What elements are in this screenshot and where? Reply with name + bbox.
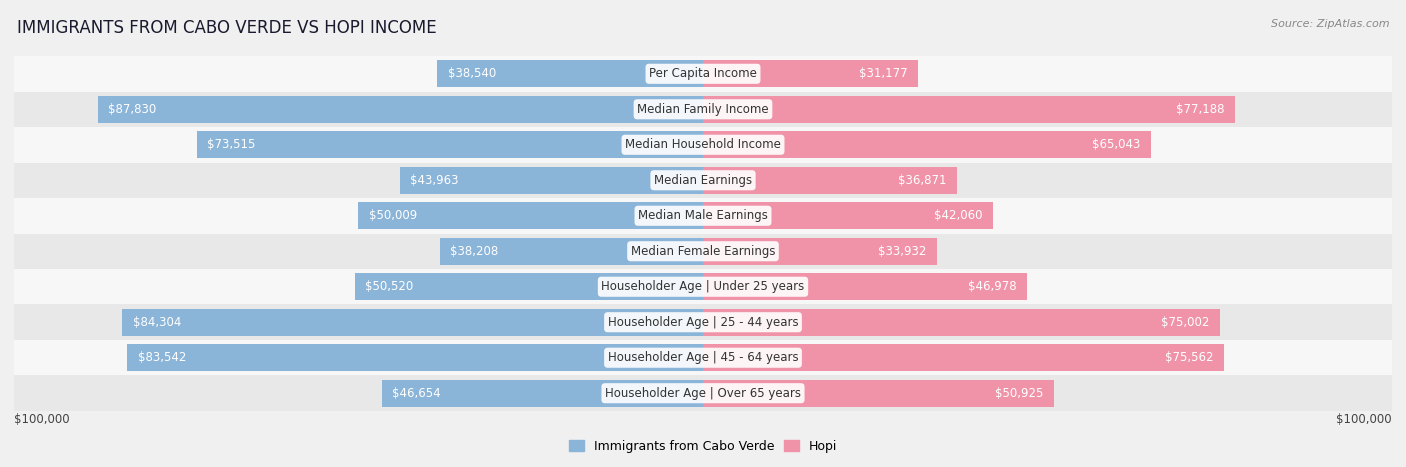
Text: $46,654: $46,654: [392, 387, 440, 400]
Bar: [14, 304, 1392, 340]
Bar: [122, 309, 703, 335]
Bar: [14, 198, 1392, 234]
Bar: [354, 274, 703, 300]
Bar: [14, 269, 1392, 304]
Text: $50,925: $50,925: [995, 387, 1043, 400]
Text: $50,009: $50,009: [368, 209, 418, 222]
Text: $100,000: $100,000: [1336, 413, 1392, 426]
Bar: [14, 163, 1392, 198]
Bar: [98, 96, 703, 123]
Bar: [703, 274, 1026, 300]
Bar: [703, 309, 1220, 335]
Text: IMMIGRANTS FROM CABO VERDE VS HOPI INCOME: IMMIGRANTS FROM CABO VERDE VS HOPI INCOM…: [17, 19, 436, 37]
Text: Householder Age | 45 - 64 years: Householder Age | 45 - 64 years: [607, 351, 799, 364]
Text: $83,542: $83,542: [138, 351, 186, 364]
Bar: [14, 234, 1392, 269]
Text: $65,043: $65,043: [1092, 138, 1140, 151]
Text: $50,520: $50,520: [366, 280, 413, 293]
Text: Median Earnings: Median Earnings: [654, 174, 752, 187]
Bar: [14, 340, 1392, 375]
Text: $43,963: $43,963: [411, 174, 458, 187]
Bar: [381, 380, 703, 406]
Bar: [703, 203, 993, 229]
Text: Median Female Earnings: Median Female Earnings: [631, 245, 775, 258]
Bar: [197, 132, 703, 158]
Bar: [703, 96, 1234, 123]
Bar: [401, 167, 703, 193]
Text: $75,562: $75,562: [1164, 351, 1213, 364]
Text: $33,932: $33,932: [879, 245, 927, 258]
Text: Source: ZipAtlas.com: Source: ZipAtlas.com: [1271, 19, 1389, 28]
Text: $100,000: $100,000: [14, 413, 70, 426]
Bar: [703, 380, 1054, 406]
Bar: [14, 375, 1392, 411]
Text: Median Family Income: Median Family Income: [637, 103, 769, 116]
Text: $75,002: $75,002: [1161, 316, 1209, 329]
Text: Householder Age | Under 25 years: Householder Age | Under 25 years: [602, 280, 804, 293]
Bar: [703, 345, 1223, 371]
Text: Per Capita Income: Per Capita Income: [650, 67, 756, 80]
Text: $38,208: $38,208: [450, 245, 498, 258]
Bar: [14, 56, 1392, 92]
Text: $77,188: $77,188: [1175, 103, 1225, 116]
Text: Median Male Earnings: Median Male Earnings: [638, 209, 768, 222]
Bar: [437, 60, 703, 87]
Text: $31,177: $31,177: [859, 67, 907, 80]
Bar: [359, 203, 703, 229]
Text: $46,978: $46,978: [967, 280, 1017, 293]
Text: Householder Age | Over 65 years: Householder Age | Over 65 years: [605, 387, 801, 400]
Text: $38,540: $38,540: [449, 67, 496, 80]
Bar: [703, 60, 918, 87]
Bar: [703, 238, 936, 264]
Text: $84,304: $84,304: [132, 316, 181, 329]
Bar: [128, 345, 703, 371]
Text: $36,871: $36,871: [898, 174, 946, 187]
Text: $87,830: $87,830: [108, 103, 156, 116]
Text: Median Household Income: Median Household Income: [626, 138, 780, 151]
Text: $73,515: $73,515: [207, 138, 256, 151]
Text: Householder Age | 25 - 44 years: Householder Age | 25 - 44 years: [607, 316, 799, 329]
Text: $42,060: $42,060: [934, 209, 983, 222]
Bar: [440, 238, 703, 264]
Bar: [14, 127, 1392, 163]
Bar: [703, 167, 957, 193]
Bar: [703, 132, 1152, 158]
Legend: Immigrants from Cabo Verde, Hopi: Immigrants from Cabo Verde, Hopi: [564, 435, 842, 458]
Bar: [14, 92, 1392, 127]
